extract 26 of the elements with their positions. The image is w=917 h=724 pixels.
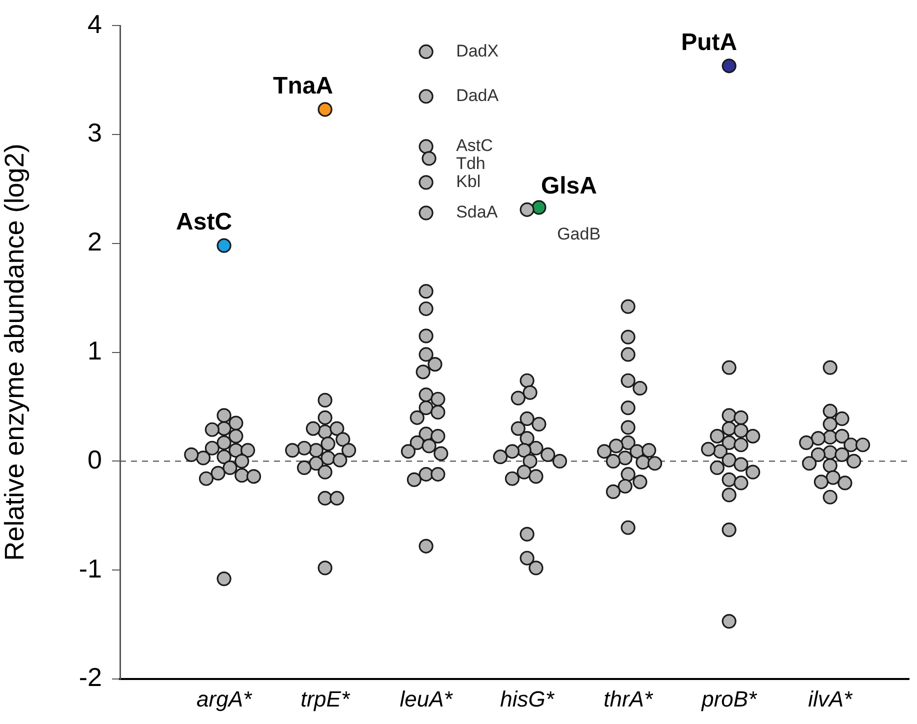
annotation: Tdh bbox=[456, 154, 486, 174]
series-label: GlsA bbox=[540, 172, 597, 200]
annotation: SdaA bbox=[456, 202, 498, 222]
annotation: DadA bbox=[456, 86, 500, 106]
annotation: DadX bbox=[456, 41, 499, 60]
annotation: GadB bbox=[557, 224, 601, 244]
x-tick-label: proB* bbox=[700, 686, 758, 712]
x-tick-label: ilvA* bbox=[808, 686, 854, 712]
series-label: TnaA bbox=[273, 72, 334, 100]
y-tick-label: 4 bbox=[88, 8, 102, 39]
x-tick-label: leuA* bbox=[400, 686, 454, 712]
y-tick-label: 3 bbox=[88, 118, 102, 148]
annotation: Kbl bbox=[456, 172, 481, 192]
x-tick-label: argA* bbox=[196, 686, 253, 712]
y-tick-label: 1 bbox=[88, 335, 102, 366]
x-tick-label: hisG* bbox=[500, 686, 556, 712]
x-tick-label: trpE* bbox=[300, 686, 351, 712]
y-tick-label: -2 bbox=[78, 662, 102, 692]
y-tick-label: -1 bbox=[78, 553, 102, 584]
series-label: AstC bbox=[176, 208, 232, 236]
y-tick-label: 2 bbox=[88, 226, 102, 257]
annotation: AstC bbox=[456, 136, 493, 156]
y-axis-title: Relative enzyme abundance (log2) bbox=[0, 144, 30, 561]
x-tick-label: thrA* bbox=[604, 686, 654, 712]
y-tick-label: 0 bbox=[88, 444, 102, 474]
series-label: PutA bbox=[681, 28, 738, 56]
